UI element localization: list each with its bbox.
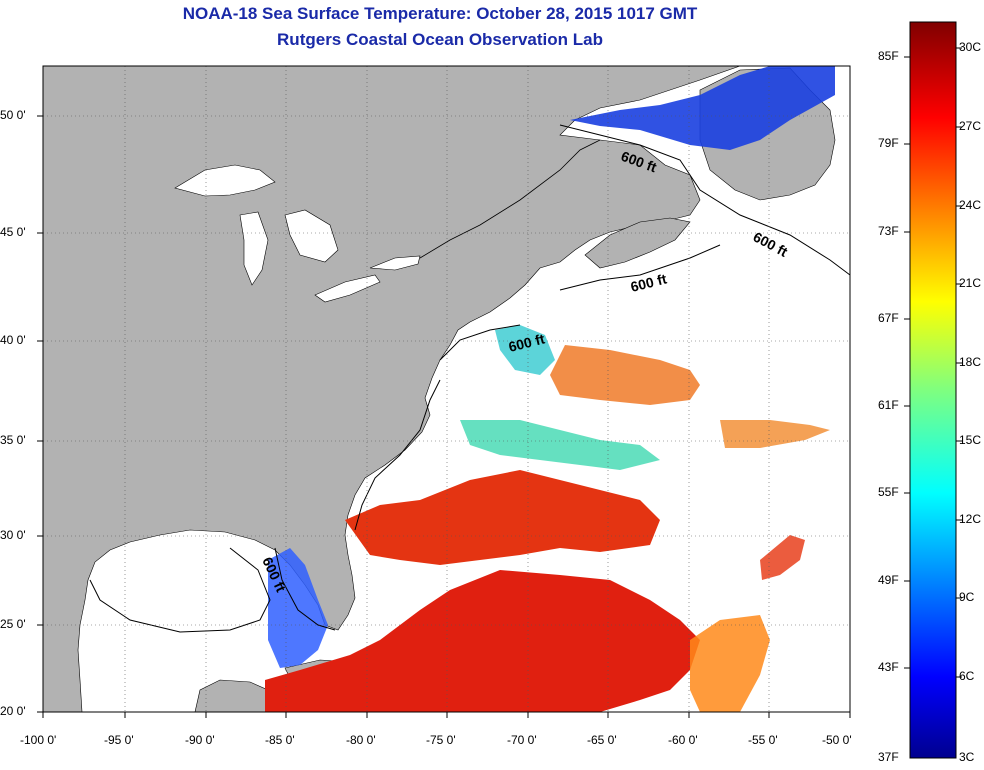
lon-tick-label: -80 0' xyxy=(346,733,376,747)
map-title: NOAA-18 Sea Surface Temperature: October… xyxy=(182,4,698,23)
tick-marks xyxy=(37,115,851,718)
colorbar-label-f: 79F xyxy=(878,136,899,150)
colorbar-label-c: 27C xyxy=(959,119,982,133)
colorbar xyxy=(909,21,957,759)
lon-tick-label: -55 0' xyxy=(748,733,778,747)
sst-swath-gulf-blue xyxy=(268,548,328,668)
colorbar-label-c: 18C xyxy=(959,355,982,369)
colorbar-label-c: 6C xyxy=(959,669,975,683)
colorbar-label-c: 15C xyxy=(959,433,982,447)
colorbar-label-c: 30C xyxy=(959,40,982,54)
lat-tick-label: 45 0' xyxy=(0,225,26,239)
lake-erie-ontario xyxy=(314,255,421,303)
colorbar-label-f: 37F xyxy=(878,750,899,764)
lat-tick-label: 40 0' xyxy=(0,333,26,347)
colorbar-label-f: 73F xyxy=(878,224,899,238)
lon-tick-label: -75 0' xyxy=(426,733,456,747)
st-lawrence-river xyxy=(419,139,601,259)
sst-swath-small-right xyxy=(760,535,805,580)
land-north-america xyxy=(43,66,741,712)
sst-swath-mid-green xyxy=(460,420,660,470)
lake-michigan-huron xyxy=(239,209,339,286)
lat-tick-label: 35 0' xyxy=(0,433,26,447)
colorbar-label-f: 67F xyxy=(878,311,899,325)
colorbar-label-f: 61F xyxy=(878,398,899,412)
graticule xyxy=(43,66,850,712)
sst-swath-orange-east xyxy=(690,615,770,712)
colorbar-label-f: 43F xyxy=(878,660,899,674)
sst-swath-caribbean-red xyxy=(265,570,700,712)
land-nova-scotia xyxy=(584,217,691,269)
lon-tick-label: -70 0' xyxy=(507,733,537,747)
isobath-600ft-line xyxy=(89,124,851,633)
lon-tick-label: -60 0' xyxy=(668,733,698,747)
colorbar-label-c: 21C xyxy=(959,276,982,290)
colorbar-label-f: 49F xyxy=(878,573,899,587)
lon-tick-label: -50 0' xyxy=(822,733,852,747)
colorbar-ticks xyxy=(904,47,962,678)
sst-swath-cyan-nj xyxy=(495,325,555,375)
colorbar-label-c: 9C xyxy=(959,590,975,604)
lon-tick-label: -65 0' xyxy=(587,733,617,747)
lon-tick-label: -90 0' xyxy=(185,733,215,747)
sst-swath-orange-north xyxy=(550,345,700,405)
lake-superior xyxy=(174,164,276,197)
sst-swath-south-red xyxy=(345,470,660,565)
colorbar-label-c: 3C xyxy=(959,750,975,764)
lon-tick-label: -95 0' xyxy=(104,733,134,747)
colorbar-label-f: 85F xyxy=(878,49,899,63)
land-yucatan xyxy=(194,679,271,712)
lat-tick-label: 50 0' xyxy=(0,108,26,122)
lat-tick-label: 25 0' xyxy=(0,617,26,631)
colorbar-label-c: 12C xyxy=(959,512,982,526)
lon-tick-label: -85 0' xyxy=(265,733,295,747)
lat-tick-label: 30 0' xyxy=(0,528,26,542)
colorbar-label-c: 24C xyxy=(959,198,982,212)
colorbar-label-f: 55F xyxy=(878,485,899,499)
map-subtitle: Rutgers Coastal Ocean Observation Lab xyxy=(277,30,603,49)
lon-tick-label: -100 0' xyxy=(20,733,57,747)
lat-tick-label: 20 0' xyxy=(0,704,26,718)
